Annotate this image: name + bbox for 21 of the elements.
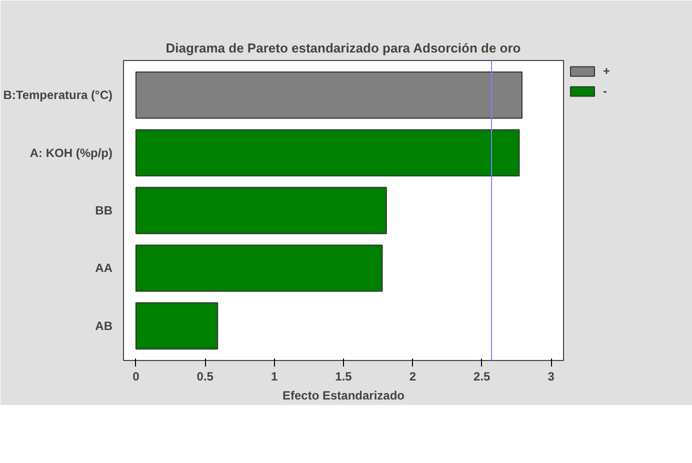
x-tick-label: 2	[409, 370, 416, 384]
y-tick-label: AB	[95, 318, 113, 333]
y-tick-label: B:Temperatura (°C)	[3, 88, 113, 102]
y-tick-label: A: KOH (%p/p)	[30, 146, 113, 160]
bar	[135, 72, 522, 119]
x-tick-label: 0.5	[196, 370, 214, 384]
bar	[135, 129, 520, 176]
x-tick-label: 1	[270, 370, 278, 384]
x-tick-label: 0	[132, 370, 140, 384]
x-axis-title: Efecto Estandarizado	[282, 388, 405, 402]
chart-title: Diagrama de Pareto estandarizado para Adsorción de oro	[166, 40, 521, 56]
x-tick-label: 3	[548, 370, 555, 384]
x-tick-label: 2.5	[474, 370, 491, 384]
y-tick-label: BB	[95, 204, 113, 218]
bar	[135, 186, 387, 234]
y-tick-label: AA	[95, 261, 113, 276]
bar	[135, 244, 383, 292]
legend-label: +	[603, 64, 612, 78]
legend-label: -	[603, 84, 608, 98]
x-tick-label: 1.5	[335, 370, 352, 384]
bar	[135, 302, 218, 350]
